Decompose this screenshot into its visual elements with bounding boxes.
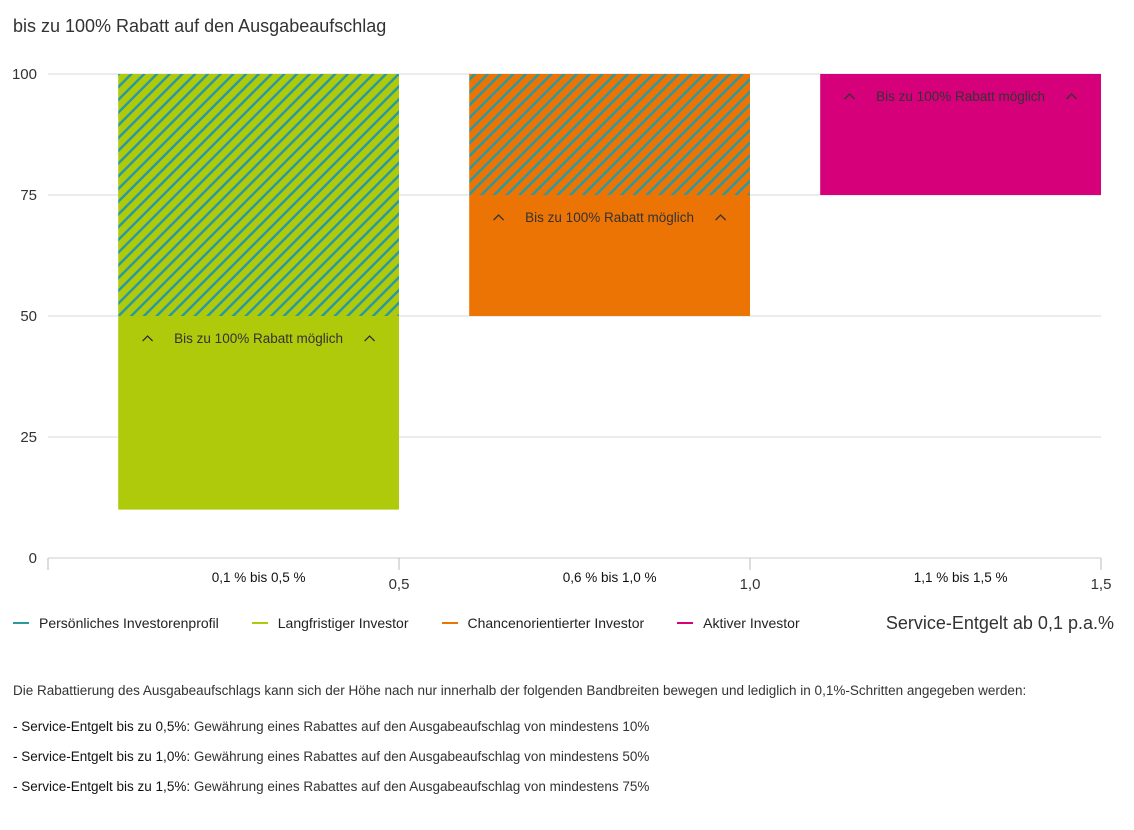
legend-swatch-2 [441, 622, 458, 624]
x-axis: 0,1 % bis 0,5 % 0,6 % bis 1,0 % 1,1 % bis … [47, 557, 1112, 593]
notes-item-0-text: Gewährung eines Rabattes auf den Ausgabe… [190, 719, 650, 734]
x-tick-label-0: 0,5 [389, 576, 410, 593]
y-tick-label-3: 75 [20, 187, 37, 204]
notes-item-2-bold: - Service-Entgelt bis zu 1,5%: [13, 779, 191, 794]
chevron-up-icon-1-0 [493, 214, 505, 221]
y-axis-ticks: 0 25 50 75 100 [12, 66, 37, 567]
legend-item-0: Persönliches Investorenprofil [13, 615, 219, 631]
chevron-up-icon-0-1 [364, 335, 376, 342]
legend-item-1: Langfristiger Investor [251, 615, 409, 631]
notes: Die Rabattierung des Ausgabeaufschlags k… [13, 683, 1123, 809]
bar-annotation-0: Bis zu 100% Rabatt möglich [174, 331, 343, 346]
notes-item-1-text: Gewährung eines Rabattes auf den Ausgabe… [190, 749, 650, 764]
x-category-label-2: 1,1 % bis 1,5 % [914, 570, 1008, 585]
legend-swatch-3 [677, 622, 694, 624]
legend-label-0: Persönliches Investorenprofil [39, 615, 219, 631]
bars: Bis zu 100% Rabatt möglich Bis zu 100% Ra… [118, 74, 1101, 510]
bar-solid-1 [469, 195, 750, 316]
y-tick-label-0: 0 [29, 550, 37, 567]
bar-annotation-1: Bis zu 100% Rabatt möglich [525, 210, 694, 225]
bar-solid-2 [820, 74, 1101, 195]
bar-annotation-2: Bis zu 100% Rabatt möglich [876, 89, 1045, 104]
chevron-up-icon-0-0 [142, 335, 154, 342]
legend-item-2: Chancenorientierter Investor [441, 615, 645, 631]
chevron-up-icon-2-1 [1066, 93, 1078, 100]
notes-item-2-text: Gewährung eines Rabattes auf den Ausgabe… [190, 779, 650, 794]
x-axis-label: Service-Entgelt ab 0,1 p.a.% [885, 613, 1114, 633]
notes-item-0: - Service-Entgelt bis zu 0,5%: Gewährung… [13, 719, 1123, 735]
legend-label-3: Aktiver Investor [703, 615, 800, 631]
notes-item-1: - Service-Entgelt bis zu 1,0%: Gewährung… [13, 749, 1123, 765]
legend: Persönliches Investorenprofil Langfristi… [13, 615, 833, 631]
bar-solid-0 [118, 316, 399, 510]
legend-label-2: Chancenorientierter Investor [467, 615, 645, 631]
chevron-up-icon-2-0 [844, 93, 856, 100]
x-tick-label-1: 1,0 [740, 576, 761, 593]
legend-swatch-1 [251, 622, 268, 624]
y-tick-label-4: 100 [12, 66, 37, 83]
x-tick-label-2: 1,5 [1091, 576, 1112, 593]
x-category-label-0: 0,1 % bis 0,5 % [212, 570, 306, 585]
notes-item-1-bold: - Service-Entgelt bis zu 1,0%: [13, 749, 191, 764]
legend-label-1: Langfristiger Investor [277, 615, 409, 631]
notes-intro: Die Rabattierung des Ausgabeaufschlags k… [13, 683, 1027, 698]
x-category-label-1: 0,6 % bis 1,0 % [563, 570, 657, 585]
legend-item-3: Aktiver Investor [677, 615, 800, 631]
y-tick-label-2: 50 [20, 308, 37, 325]
y-tick-label-1: 25 [20, 429, 37, 446]
chevron-up-icon-1-1 [715, 214, 727, 221]
chart-title: bis zu 100% Rabatt auf den Ausgabeaufsch… [13, 16, 387, 36]
bar-hatched-1 [469, 74, 750, 195]
bar-hatched-0 [118, 74, 399, 316]
notes-item-2: - Service-Entgelt bis zu 1,5%: Gewährung… [13, 779, 1123, 795]
legend-swatch-0 [13, 622, 29, 624]
notes-item-0-bold: - Service-Entgelt bis zu 0,5%: [13, 719, 191, 734]
